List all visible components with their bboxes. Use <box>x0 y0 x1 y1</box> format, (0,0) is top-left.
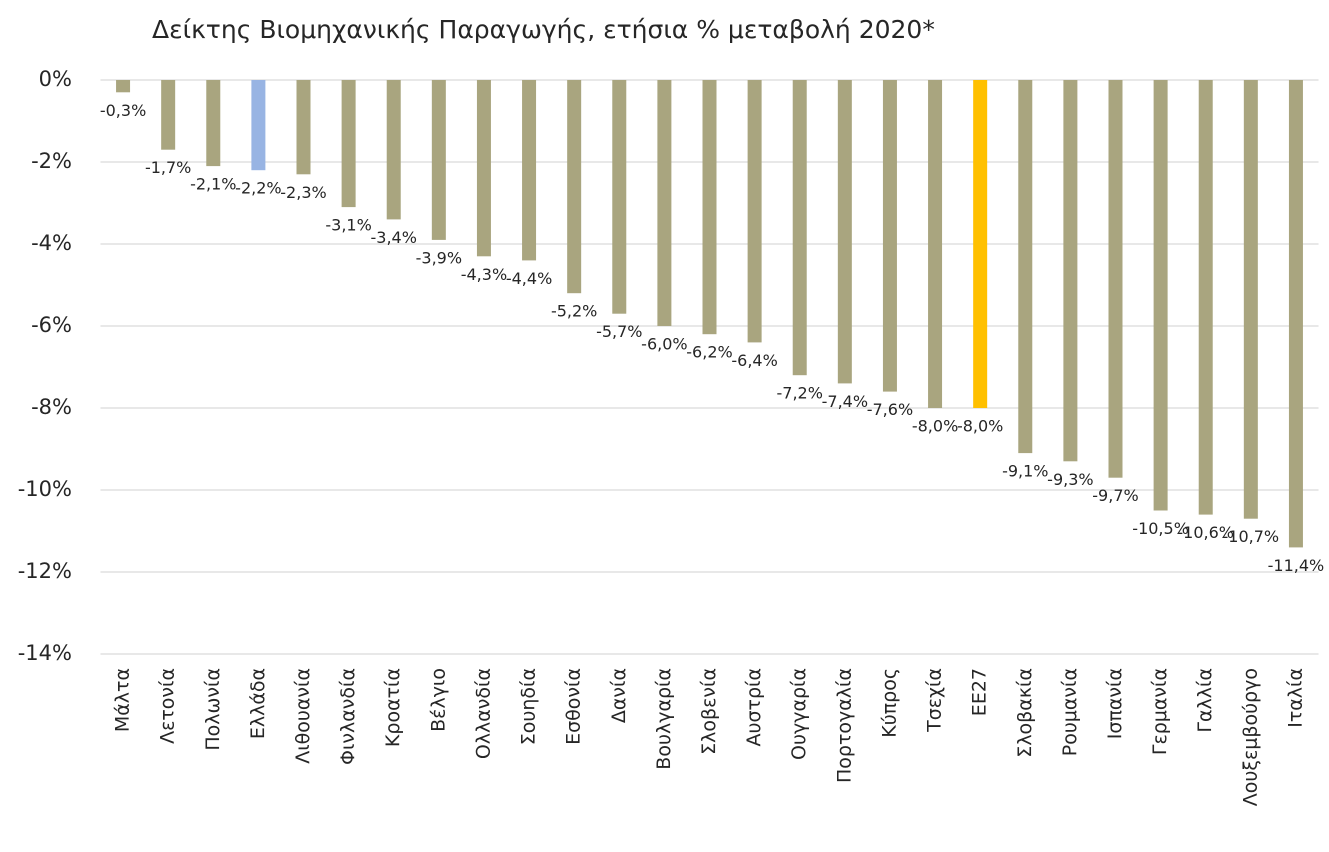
x-tick-label: Μάλτα <box>112 668 134 732</box>
bar <box>747 80 762 343</box>
x-tick-label: Λιθουανία <box>292 668 314 764</box>
value-label: -4,4% <box>506 269 552 288</box>
x-tick-label: Ελλάδα <box>247 668 269 739</box>
value-label: -3,4% <box>371 228 417 247</box>
x-tick-label: Αυστρία <box>743 668 765 747</box>
x-tick-label: Κύπρος <box>878 668 900 738</box>
bar <box>567 80 582 294</box>
bar <box>386 80 401 220</box>
bar <box>431 80 446 240</box>
x-tick-label: ΕΕ27 <box>969 668 991 716</box>
value-label: -10,7% <box>1223 527 1280 546</box>
x-tick-label: Λετονία <box>157 668 179 744</box>
bar <box>341 80 356 208</box>
bar <box>657 80 672 326</box>
bar <box>1243 80 1258 519</box>
bar <box>973 80 988 408</box>
value-label: -1,7% <box>145 158 191 177</box>
bar <box>1153 80 1168 511</box>
value-label: -6,4% <box>731 351 777 370</box>
value-label: -9,3% <box>1047 470 1093 489</box>
x-tick-label: Βουλγαρία <box>653 668 675 770</box>
value-label: -3,1% <box>325 216 371 235</box>
bar <box>116 80 131 93</box>
bar <box>928 80 943 408</box>
x-tick-label: Εσθονία <box>563 668 585 745</box>
value-label: -4,3% <box>461 265 507 284</box>
y-tick-label: -8% <box>31 395 72 419</box>
value-label: -7,6% <box>867 400 913 419</box>
bar <box>1108 80 1123 478</box>
x-tick-label: Κροατία <box>382 668 404 747</box>
value-label: -10,6% <box>1177 523 1234 542</box>
value-label: -7,4% <box>822 392 868 411</box>
x-tick-label: Βέλγιο <box>427 668 449 732</box>
x-tick-label: Ολλανδία <box>472 668 494 759</box>
x-tick-label: Σλοβενία <box>698 668 720 755</box>
y-tick-label: -6% <box>31 313 72 337</box>
x-tick-label: Ιταλία <box>1284 668 1306 728</box>
x-tick-label: Δανία <box>608 668 630 723</box>
bar <box>1288 80 1303 548</box>
y-tick-label: -2% <box>31 149 72 173</box>
x-tick-label: Πολωνία <box>202 668 224 751</box>
bar <box>612 80 627 314</box>
value-label: -7,2% <box>777 384 823 403</box>
x-tick-label: Πορτογαλία <box>833 668 855 783</box>
value-label: -10,5% <box>1132 519 1189 538</box>
y-tick-label: 0% <box>39 67 72 91</box>
value-label: -5,7% <box>596 322 642 341</box>
y-tick-label: -10% <box>18 477 72 501</box>
bar <box>476 80 491 257</box>
value-label: -8,0% <box>912 417 958 436</box>
value-label: -6,2% <box>686 343 732 362</box>
x-tick-label: Γερμανία <box>1149 668 1171 755</box>
bar <box>792 80 807 376</box>
x-tick-label: Ουγγαρία <box>788 668 810 760</box>
bar <box>702 80 717 335</box>
bar <box>522 80 537 261</box>
x-tick-label: Φινλανδία <box>337 668 359 765</box>
x-tick-label: Σουηδία <box>518 668 540 745</box>
bar <box>882 80 897 392</box>
x-tick-label: Σλοβακία <box>1014 668 1036 758</box>
x-tick-label: Γαλλία <box>1194 668 1216 733</box>
value-label: -2,1% <box>190 175 236 194</box>
value-label: -0,3% <box>100 101 146 120</box>
x-tick-label: Ισπανία <box>1104 668 1126 739</box>
x-tick-label: Ρουμανία <box>1059 668 1081 756</box>
value-label: -2,3% <box>280 183 326 202</box>
value-label: -9,7% <box>1092 486 1138 505</box>
bar <box>1018 80 1033 454</box>
bar <box>1063 80 1078 462</box>
bar <box>1198 80 1213 515</box>
value-label: -6,0% <box>641 335 687 354</box>
bar <box>296 80 311 175</box>
bar <box>837 80 852 384</box>
y-tick-label: -12% <box>18 559 72 583</box>
value-label: -2,2% <box>235 179 281 198</box>
value-label: -8,0% <box>957 417 1003 436</box>
value-label: -11,4% <box>1268 556 1325 575</box>
x-tick-label: Τσεχία <box>924 668 946 733</box>
value-label: -5,2% <box>551 302 597 321</box>
y-tick-label: -4% <box>31 231 72 255</box>
y-tick-label: -14% <box>18 641 72 665</box>
bar <box>161 80 176 150</box>
value-label: -3,9% <box>416 248 462 267</box>
x-tick-label: Λουξεμβούργο <box>1239 668 1261 806</box>
chart-title: Δείκτης Βιομηχανικής Παραγωγής, ετήσια %… <box>152 15 935 44</box>
bar <box>206 80 221 167</box>
value-label: -9,1% <box>1002 462 1048 481</box>
bar <box>251 80 266 171</box>
